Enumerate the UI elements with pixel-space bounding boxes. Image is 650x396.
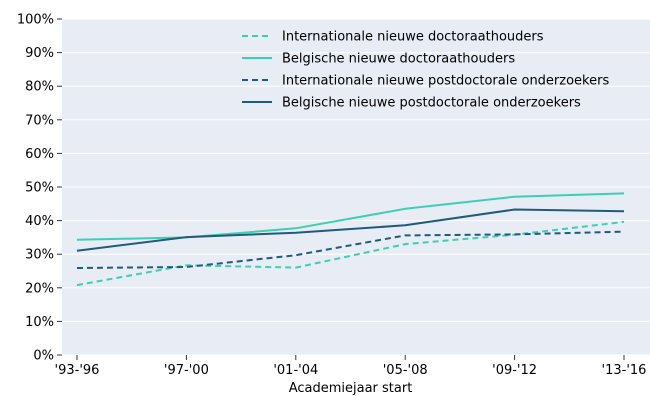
legend: Internationale nieuwe doctoraathouders Be… (242, 30, 609, 111)
x-tick-label: '09-'12 (492, 363, 537, 378)
y-tick-label: 0% (33, 349, 54, 364)
legend-label-4: Belgische nieuwe postdoctorale onderzoek… (282, 96, 581, 111)
y-tick-label: 40% (25, 214, 54, 229)
y-tick-label: 80% (25, 80, 54, 95)
y-tick-label: 60% (25, 147, 54, 162)
series-line-2 (76, 192, 625, 241)
series-line-1 (76, 220, 625, 287)
gridlines (62, 18, 650, 356)
legend-label-3: Internationale nieuwe postdoctorale onde… (282, 74, 609, 89)
x-axis-title: Academiejaar start (289, 381, 413, 396)
x-tick-label: '13-'16 (602, 363, 647, 378)
x-tick-label: '93-'96 (55, 363, 100, 378)
y-tick-label: 30% (25, 248, 54, 263)
legend-label-1: Internationale nieuwe doctoraathouders (282, 30, 544, 45)
x-tick-label: '97-'00 (164, 363, 209, 378)
x-tick-label: '01-'04 (273, 363, 318, 378)
y-tick-label: 20% (25, 281, 54, 296)
series-line-3 (76, 230, 625, 269)
x-axis: '93-'96 '97-'00 '01-'04 '05-'08 '09-'12 '13-'… (55, 355, 647, 378)
y-axis: 0% 10% 20% 30% 40% 50% 60% 70% 80% 90% 100% (17, 13, 62, 364)
series-lines (76, 192, 625, 287)
legend-label-2: Belgische nieuwe doctoraathouders (282, 52, 515, 67)
y-tick-label: 70% (25, 113, 54, 128)
series-line-4 (76, 208, 625, 252)
y-tick-label: 10% (25, 315, 54, 330)
y-tick-label: 100% (17, 13, 54, 28)
y-tick-label: 90% (25, 46, 54, 61)
x-tick-label: '05-'08 (383, 363, 428, 378)
y-tick-label: 50% (25, 181, 54, 196)
